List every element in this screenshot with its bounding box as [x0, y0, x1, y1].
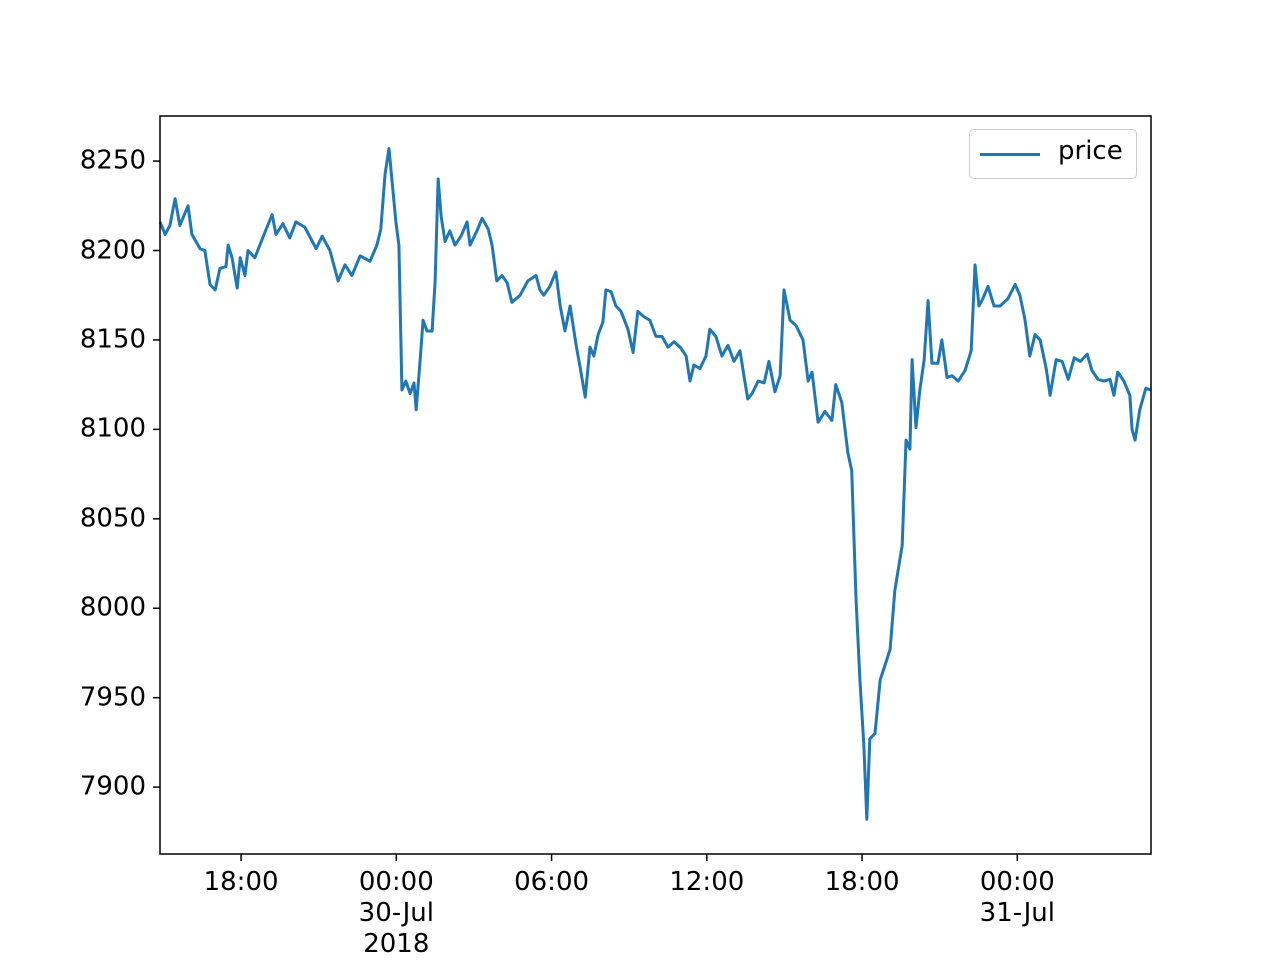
y-tick-label: 8000 — [79, 592, 146, 623]
price-line — [158, 147, 1152, 821]
legend-swatch — [980, 153, 1040, 156]
y-tick-label: 8050 — [79, 503, 146, 534]
y-tick-label: 7950 — [79, 682, 146, 713]
y-tick-label: 8100 — [79, 413, 146, 444]
x-tick-label: 18:00 — [203, 867, 279, 897]
legend: price — [969, 129, 1137, 179]
x-tick-label: 00:00 31-Jul — [979, 867, 1055, 928]
axes-frame — [159, 115, 1152, 855]
y-tick-label: 8200 — [79, 235, 146, 265]
y-tick-label: 7900 — [79, 771, 146, 802]
x-tick-label: 00:00 30-Jul 2018 — [358, 867, 434, 959]
y-tick-label: 8250 — [79, 145, 146, 176]
x-tick-label: 12:00 — [669, 867, 745, 897]
legend-label: price — [1058, 136, 1123, 166]
y-tick-label: 8150 — [79, 324, 146, 355]
x-tick-label: 18:00 — [824, 867, 900, 897]
x-tick-label: 06:00 — [514, 867, 590, 897]
